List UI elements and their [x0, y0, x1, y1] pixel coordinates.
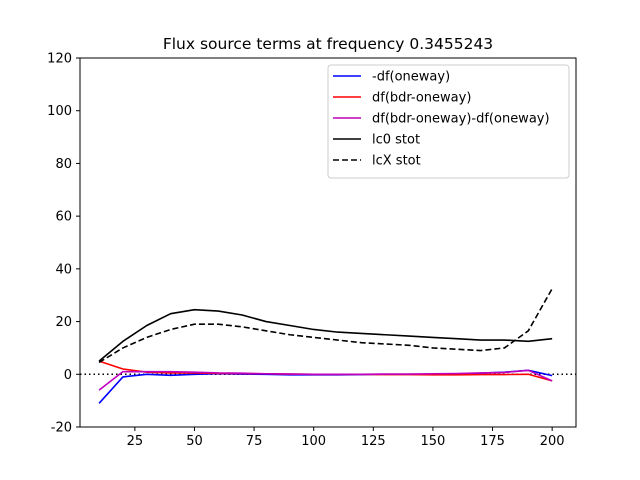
x-tick-label: 175	[480, 434, 505, 449]
x-tick-label: 50	[186, 434, 203, 449]
y-tick-label: 40	[55, 262, 72, 277]
series-line-4	[98, 308, 553, 362]
legend: -df(oneway) df(bdr-oneway) df(bdr-oneway)-…	[327, 64, 570, 179]
legend-label-2: df(bdr-oneway)	[372, 91, 471, 106]
series-line-5	[98, 288, 553, 364]
x-tick-label: 200	[540, 434, 565, 449]
y-tick-label: 20	[55, 315, 72, 330]
x-tick-label: 150	[421, 434, 446, 449]
legend-label-5: lcX stot	[372, 154, 421, 169]
y-tick-label: 100	[47, 104, 72, 119]
x-tick-label: 100	[301, 434, 326, 449]
chart-title: Flux source terms at frequency 0.3455243	[163, 35, 493, 53]
legend-label-1: -df(oneway)	[372, 70, 450, 85]
y-tick-label: 120	[47, 52, 72, 67]
x-tick-label: 25	[127, 434, 144, 449]
legend-label-4: lc0 stot	[372, 133, 420, 148]
legend-box	[327, 64, 570, 179]
y-tick-label: 0	[64, 368, 72, 383]
axes-frame	[79, 57, 577, 428]
y-tick-label: 60	[55, 210, 72, 225]
plot-area: 25 50 75 100 125 150 175 200 -20 0 20 40 60 80 100 120	[47, 52, 577, 449]
y-tick-label: -20	[51, 421, 72, 436]
x-tick-label: 75	[246, 434, 263, 449]
x-tick-label: 125	[361, 434, 386, 449]
legend-label-3: df(bdr-oneway)-df(oneway)	[372, 112, 550, 127]
series-line-3	[98, 369, 553, 391]
y-tick-label: 80	[55, 157, 72, 172]
